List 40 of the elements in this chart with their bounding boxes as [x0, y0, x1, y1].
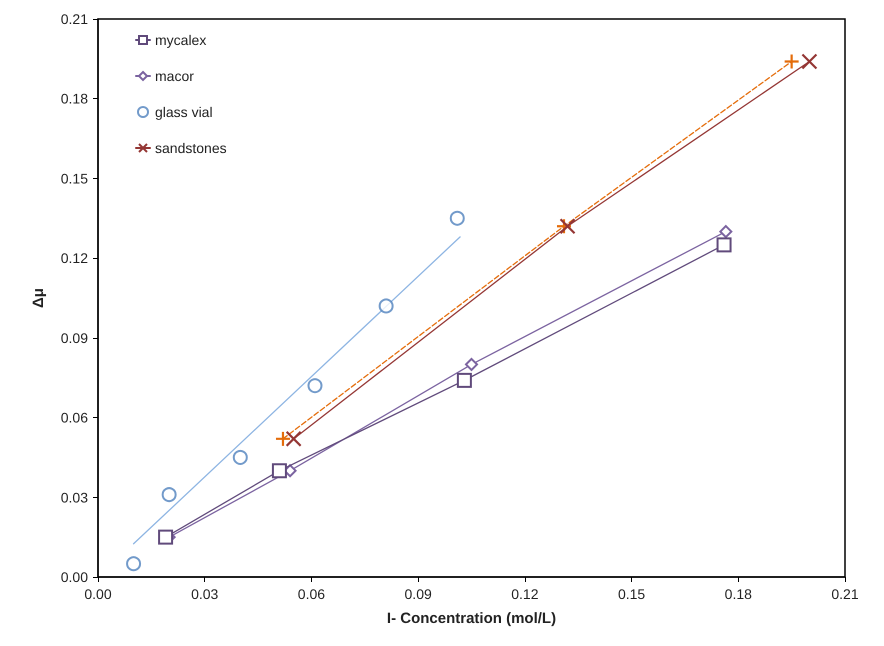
- point: [559, 218, 576, 234]
- y-tick-label: 0.03: [60, 489, 88, 506]
- x-tick-label: 0.21: [831, 586, 859, 602]
- point: [719, 225, 732, 238]
- point: [158, 530, 174, 545]
- point: [232, 450, 248, 465]
- legend-label: mycalex: [155, 32, 206, 48]
- x-tick-label: 0.09: [404, 586, 432, 602]
- point: [801, 53, 818, 70]
- x-tick-label: 0.06: [298, 586, 326, 602]
- y-tick-label: 0.06: [60, 410, 88, 426]
- y-tick-label: 0.09: [60, 330, 88, 346]
- x-axis-title: I- Concentration (mol/L): [386, 610, 556, 627]
- point: [556, 218, 572, 234]
- legend-label: sandstones: [155, 140, 227, 156]
- point: [274, 430, 292, 447]
- y-tick-label: 0.00: [60, 569, 88, 585]
- y-tick-label: 0.15: [60, 170, 88, 186]
- point: [308, 378, 322, 394]
- legend-label: macor: [155, 68, 194, 84]
- x-tick-label: 0.18: [724, 586, 752, 602]
- point: [162, 487, 177, 502]
- legend-label: glass vial: [155, 104, 213, 120]
- point: [465, 358, 478, 371]
- point: [272, 463, 287, 478]
- point: [378, 298, 394, 314]
- point: [126, 556, 142, 572]
- point: [716, 237, 732, 252]
- y-axis-title: Δμ: [30, 288, 47, 308]
- x-tick-label: 0.03: [191, 586, 219, 602]
- x-tick-label: 0.15: [618, 586, 646, 602]
- y-tick-label: 0.18: [60, 90, 88, 107]
- y-tick-label: 0.12: [60, 250, 88, 266]
- y-tick-label: 0.21: [60, 11, 88, 27]
- point: [450, 210, 465, 226]
- point: [784, 53, 800, 70]
- point: [286, 430, 302, 447]
- point: [456, 372, 472, 388]
- x-tick-label: 0.00: [84, 586, 112, 602]
- x-tick-label: 0.12: [511, 586, 539, 602]
